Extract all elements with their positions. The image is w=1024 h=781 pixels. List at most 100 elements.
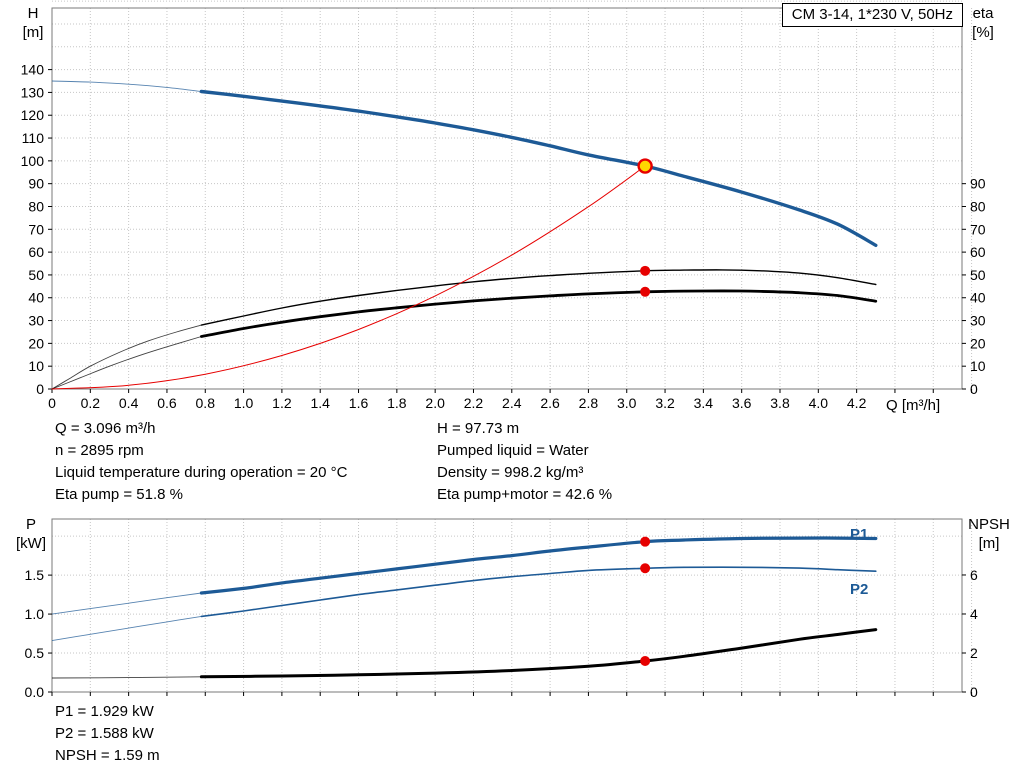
y-right-tick-label: 50 <box>970 267 986 283</box>
x-tick-label: 3.8 <box>770 395 790 411</box>
series-eta-pump <box>51 269 877 390</box>
y-left-tick-label: 1.0 <box>25 606 45 622</box>
y-right-axis-title-line1: eta <box>972 5 994 22</box>
y-right-tick-label: 20 <box>970 335 986 351</box>
x-tick-label: 3.4 <box>694 395 714 411</box>
x-tick-label: 0 <box>48 395 56 411</box>
npsh-point <box>640 655 651 666</box>
x-tick-label: 1.2 <box>272 395 292 411</box>
x-tick-label: 1.8 <box>387 395 407 411</box>
y-left-tick-label: 80 <box>28 198 44 214</box>
npsh-axis-title-line1: NPSH <box>968 516 1010 533</box>
npsh-axis-title-line2: [m] <box>978 535 1000 552</box>
y-left-tick-label: 70 <box>28 221 44 237</box>
x-tick-label: 1.0 <box>234 395 254 411</box>
grid <box>51 0 973 390</box>
info-npsh: NPSH = 1.59 m <box>55 747 160 764</box>
y-right-tick-label: 40 <box>970 290 986 306</box>
info-flow: Q = 3.096 m³/h <box>55 420 156 437</box>
y-right-tick-label: 0 <box>970 381 978 397</box>
x-tick-label: 1.6 <box>349 395 369 411</box>
y-left-tick-label: 60 <box>28 244 44 260</box>
y-left-tick-label: 20 <box>28 335 44 351</box>
p1-point <box>640 536 651 547</box>
info-eta-pump: Eta pump = 51.8 % <box>55 486 183 503</box>
series-p2 <box>51 566 877 642</box>
series-system-curve <box>51 165 646 390</box>
info-head: H = 97.73 m <box>437 420 520 437</box>
x-tick-label: 2.4 <box>502 395 522 411</box>
series-p1 <box>51 536 878 615</box>
power-npsh-chart: 0.0 0.5 1.0 1.5 0 2 4 6 <box>25 518 978 700</box>
y-left-tick-label: 50 <box>28 267 44 283</box>
power-npsh-data: P1 = 1.929 kW P2 = 1.588 kW NPSH = 1.59 … <box>55 701 160 767</box>
y-left-tick-label: 1.5 <box>25 567 45 583</box>
series-npsh <box>51 628 878 679</box>
info-eta-pump-motor: Eta pump+motor = 42.6 % <box>437 486 613 503</box>
p2-curve-label: P2 <box>850 581 869 598</box>
x-tick-label: 2.8 <box>579 395 599 411</box>
duty-point-marker <box>637 158 653 174</box>
eta-pump-motor-point <box>640 286 651 297</box>
x-tick-label: 4.2 <box>847 395 867 411</box>
x-tick-label: 2.0 <box>425 395 445 411</box>
y-left-axis-title-line1: H <box>27 5 39 22</box>
y-right-tick-label: 0 <box>970 684 978 700</box>
y-right-tick-label: 90 <box>970 176 986 192</box>
y-right-tick-label: 10 <box>970 358 986 374</box>
x-tick-label: 0.8 <box>196 395 216 411</box>
y-left-axis-title-line2: [m] <box>22 24 44 41</box>
x-tick-label: 0.4 <box>119 395 139 411</box>
y-left-tick-label: 130 <box>21 84 45 100</box>
y-left-axis-title-bottom: P [kW] <box>8 515 54 553</box>
axes: 0 10 20 30 40 50 60 70 80 90 100 110 120 130 140 0 10 20 3… <box>21 62 986 411</box>
x-tick-label: 0.2 <box>81 395 101 411</box>
info-density: Density = 998.2 kg/m³ <box>437 464 584 481</box>
y-left-tick-label: 10 <box>28 358 44 374</box>
axes: 0.0 0.5 1.0 1.5 0 2 4 6 <box>25 567 978 700</box>
y-left-tick-label: 110 <box>22 130 45 146</box>
pump-model-label: CM 3-14, 1*230 V, 50Hz <box>781 3 963 27</box>
y-right-tick-label: 70 <box>970 221 986 237</box>
p-axis-title-line2: [kW] <box>16 535 46 552</box>
head-efficiency-chart: 0 10 20 30 40 50 60 70 80 90 100 110 120 130 140 0 10 20 3… <box>21 0 986 411</box>
y-right-tick-label: 30 <box>970 313 986 329</box>
series-h-q <box>51 80 878 247</box>
operating-data-left: Q = 3.096 m³/h n = 2895 rpm Liquid tempe… <box>55 418 347 506</box>
info-liquid-temperature: Liquid temperature during operation = 20… <box>55 464 348 481</box>
operating-data-right: H = 97.73 m Pumped liquid = Water Densit… <box>437 418 612 506</box>
p-axis-title-line1: P <box>25 516 36 533</box>
y-left-tick-label: 120 <box>21 107 45 123</box>
y-right-axis-title-bottom: NPSH [m] <box>962 515 1016 553</box>
p2-point <box>640 563 651 574</box>
y-left-tick-label: 140 <box>21 62 45 78</box>
eta-pump-point <box>640 265 651 276</box>
y-right-tick-label: 2 <box>970 645 978 661</box>
x-tick-label: 2.2 <box>464 395 484 411</box>
y-right-tick-label: 80 <box>970 198 986 214</box>
y-left-tick-label: 90 <box>28 176 44 192</box>
x-tick-label: 3.0 <box>617 395 637 411</box>
info-speed: n = 2895 rpm <box>55 442 144 459</box>
y-left-tick-label: 0 <box>36 381 44 397</box>
info-pumped-liquid: Pumped liquid = Water <box>437 442 589 459</box>
info-p2: P2 = 1.588 kW <box>55 725 154 742</box>
x-tick-label: 0.6 <box>157 395 177 411</box>
x-tick-label: 2.6 <box>540 395 560 411</box>
plot-frame <box>51 7 963 390</box>
series-eta-pump-motor <box>51 289 878 390</box>
grid <box>51 519 973 693</box>
x-tick-label: 1.4 <box>310 395 330 411</box>
y-left-tick-label: 40 <box>28 290 44 306</box>
y-right-tick-label: 6 <box>970 567 978 583</box>
y-right-tick-label: 4 <box>970 606 978 622</box>
y-left-tick-label: 100 <box>21 153 45 169</box>
info-p1: P1 = 1.929 kW <box>55 703 154 720</box>
x-axis-title: Q [m³/h] <box>886 397 941 414</box>
y-right-tick-label: 60 <box>970 244 986 260</box>
x-tick-label: 4.0 <box>809 395 829 411</box>
x-tick-label: 3.6 <box>732 395 752 411</box>
x-tick-label: 3.2 <box>655 395 675 411</box>
